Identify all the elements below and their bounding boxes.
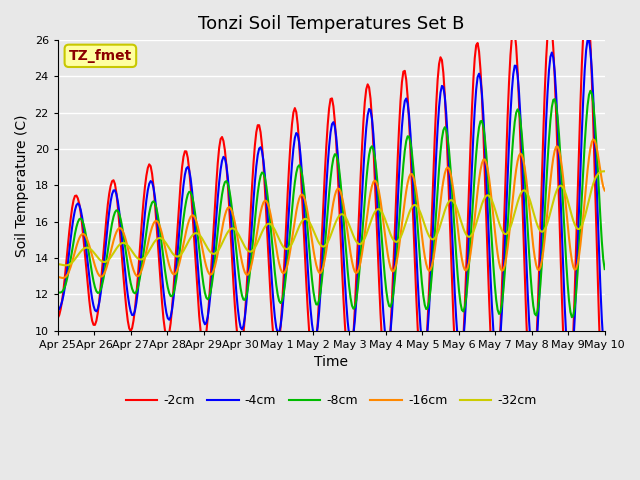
-4cm [601, 351, 609, 357]
-4cm [72, 203, 80, 208]
-8cm [444, 135, 451, 141]
-2cm [525, 375, 533, 381]
-8cm [54, 289, 61, 295]
-2cm [335, 199, 343, 204]
-8cm [72, 224, 80, 230]
-2cm [54, 315, 61, 321]
-32cm [527, 199, 534, 204]
-4cm [584, 37, 591, 43]
-2cm [72, 192, 80, 198]
-16cm [337, 189, 344, 194]
-2cm [598, 387, 605, 393]
Y-axis label: Soil Temperature (C): Soil Temperature (C) [15, 114, 29, 257]
-32cm [74, 252, 82, 258]
-8cm [601, 266, 609, 272]
-32cm [598, 168, 605, 174]
Line: -32cm: -32cm [58, 171, 605, 265]
Title: Tonzi Soil Temperatures Set B: Tonzi Soil Temperatures Set B [198, 15, 465, 33]
-4cm [525, 317, 533, 323]
-32cm [601, 168, 609, 174]
-32cm [445, 199, 453, 204]
Text: TZ_fmet: TZ_fmet [68, 49, 132, 63]
-8cm [568, 314, 576, 320]
X-axis label: Time: Time [314, 355, 348, 370]
Line: -4cm: -4cm [58, 40, 605, 369]
-4cm [90, 303, 97, 309]
-16cm [589, 136, 597, 142]
-2cm [444, 157, 451, 163]
Line: -2cm: -2cm [58, 2, 605, 420]
Legend: -2cm, -4cm, -8cm, -16cm, -32cm: -2cm, -4cm, -8cm, -16cm, -32cm [121, 389, 541, 412]
-16cm [60, 275, 67, 281]
-8cm [600, 256, 607, 262]
Line: -8cm: -8cm [58, 91, 605, 317]
-16cm [601, 188, 609, 193]
-32cm [91, 251, 99, 257]
-16cm [54, 274, 61, 280]
-4cm [54, 308, 61, 313]
-32cm [337, 212, 344, 217]
-4cm [600, 339, 607, 345]
-2cm [90, 322, 97, 328]
-4cm [444, 133, 451, 139]
-8cm [90, 278, 97, 284]
-16cm [74, 239, 82, 245]
-16cm [600, 184, 607, 190]
-16cm [91, 263, 99, 269]
-8cm [587, 88, 595, 94]
Line: -16cm: -16cm [58, 139, 605, 278]
-8cm [335, 166, 343, 172]
-4cm [335, 172, 343, 178]
-2cm [601, 418, 609, 423]
-16cm [527, 217, 534, 223]
-8cm [525, 249, 533, 255]
-4cm [566, 366, 574, 372]
-16cm [445, 166, 453, 172]
-32cm [63, 263, 70, 268]
-2cm [582, 0, 590, 5]
-32cm [54, 261, 61, 267]
